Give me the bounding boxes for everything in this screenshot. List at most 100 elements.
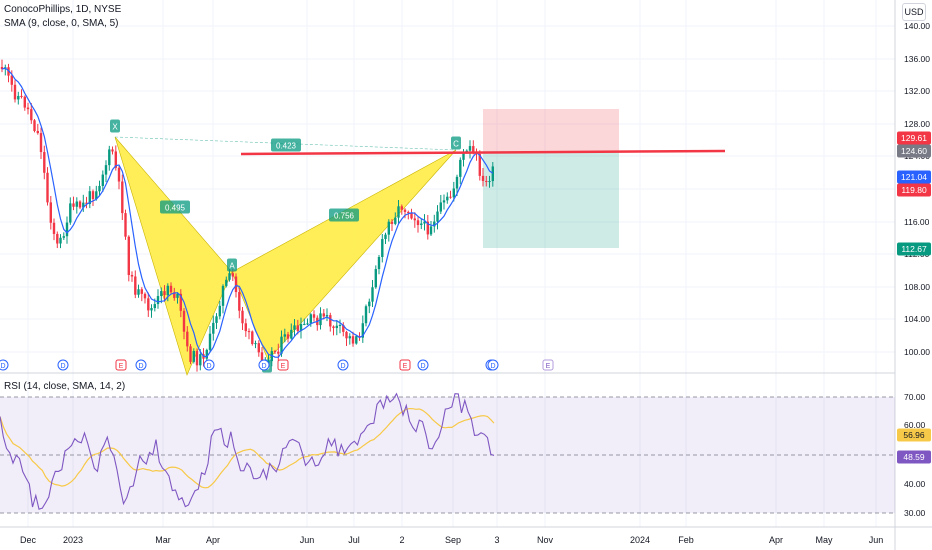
symbol-legend[interactable]: ConocoPhillips, 1D, NYSE	[4, 4, 122, 15]
earnings-marker[interactable]: E	[115, 359, 127, 371]
candle-body	[322, 313, 325, 317]
candle-body	[156, 296, 160, 305]
candle-body	[153, 304, 156, 309]
candle-body	[277, 351, 280, 354]
point-a-label: A	[227, 258, 237, 272]
resistance-line[interactable]	[240, 149, 726, 156]
currency-button[interactable]: USD	[902, 3, 926, 21]
earnings-marker[interactable]: E	[399, 359, 411, 371]
candle-body	[413, 218, 416, 221]
sma-legend[interactable]: SMA (9, close, 0, SMA, 5)	[4, 18, 119, 29]
candle-body	[173, 292, 176, 298]
candle-body	[78, 201, 82, 208]
candle-body	[46, 172, 49, 203]
dividend-marker[interactable]: D	[258, 359, 270, 371]
candle-body	[43, 152, 46, 173]
dividend-marker[interactable]: D	[0, 359, 9, 371]
dividend-marker[interactable]: D	[203, 359, 215, 371]
candle-body	[163, 291, 166, 296]
candle-body	[218, 305, 221, 317]
candle-body	[36, 130, 39, 134]
price-marker-bg	[897, 170, 931, 184]
price-axis[interactable]: 140.00136.00132.00128.00124.00120.00116.…	[897, 21, 931, 357]
rsi-marker-text: 48.59	[903, 452, 925, 462]
candle-body	[192, 350, 195, 362]
dividend-marker[interactable]: D	[135, 359, 147, 371]
candle-body	[426, 221, 429, 235]
candle-body	[179, 293, 182, 311]
price-marker: 121.04	[897, 170, 931, 184]
rsi-axis[interactable]: 70.00 60.00 40.00 30.00 56.96 48.59	[897, 392, 931, 518]
dividend-marker-text: D	[490, 363, 495, 370]
candle-body	[309, 314, 312, 324]
candle-body	[335, 325, 338, 329]
point-c-label: C	[451, 136, 461, 150]
time-axis[interactable]: Dec 2023 Mar Apr Jun Jul 2 Sep 3 Nov 2024 Feb Apr May…	[20, 535, 883, 545]
candle-body	[403, 209, 407, 212]
candle-body	[416, 220, 420, 226]
candle-body	[225, 279, 228, 286]
earnings-marker-box	[115, 359, 127, 371]
candle-body	[345, 331, 348, 339]
ratio-ab-label: 0.495	[160, 200, 190, 214]
candle-body	[111, 149, 114, 152]
earnings-marker[interactable]: E	[542, 359, 554, 371]
price-marker-bg	[897, 131, 931, 145]
candle-body	[101, 174, 104, 186]
candle-body	[260, 352, 264, 364]
candle-body	[296, 325, 299, 331]
candle-body	[124, 213, 127, 237]
candle-body	[329, 315, 332, 327]
candle-body	[468, 146, 472, 151]
rsi-legend[interactable]: RSI (14, close, SMA, 14, 2)	[4, 381, 126, 392]
candle-body	[273, 351, 277, 353]
dividend-marker-text: D	[206, 363, 211, 370]
candle-body	[446, 196, 449, 201]
candle-body	[95, 191, 98, 200]
candle-body	[208, 333, 212, 350]
candle-body	[182, 310, 186, 332]
candle-body	[82, 202, 85, 208]
time-tick-label: 2024	[630, 535, 650, 545]
rsi-ma-line	[0, 407, 495, 489]
candle-body	[452, 188, 455, 198]
candle-body	[130, 275, 134, 277]
candle-body	[325, 315, 329, 317]
candle-body	[17, 95, 20, 100]
price-tick-label: 100.00	[904, 347, 930, 357]
resistance-path	[240, 149, 726, 156]
time-tick-label: Apr	[769, 535, 783, 545]
candle-body	[176, 293, 179, 298]
dividend-marker-text: D	[261, 363, 266, 370]
price-marker: 124.60	[897, 144, 931, 158]
dividend-marker-text: D	[0, 363, 5, 370]
candle-body	[49, 202, 52, 223]
point-x-label: X	[110, 119, 120, 133]
time-tick-label: Dec	[20, 535, 37, 545]
price-marker-text: 129.61	[901, 133, 927, 143]
rsi-tick-label: 40.00	[904, 479, 926, 489]
candle-body	[234, 276, 238, 293]
candle-body	[332, 326, 335, 329]
dividend-marker[interactable]: D	[337, 359, 349, 371]
dividend-marker-circle	[258, 359, 270, 371]
candle-body	[215, 316, 218, 323]
candle-body	[186, 331, 189, 347]
candlestick-series	[0, 59, 494, 372]
earnings-marker[interactable]: E	[277, 359, 289, 371]
time-tick-label: Jun	[300, 535, 315, 545]
harmonic-pattern[interactable]	[114, 136, 457, 376]
candle-body	[299, 324, 303, 331]
rsi-marker: 48.59	[897, 450, 931, 464]
long-position-tool[interactable]	[483, 109, 619, 248]
price-tick-label: 136.00	[904, 54, 930, 64]
dividend-marker[interactable]: D	[417, 359, 429, 371]
ratio-bc-label-bg	[329, 208, 359, 222]
event-markers[interactable]: DDEDDDEDEDDDE	[0, 359, 554, 371]
candle-body	[429, 226, 433, 235]
candle-body	[491, 166, 494, 182]
dividend-marker[interactable]: D	[487, 359, 499, 371]
dividend-marker[interactable]: D	[57, 359, 69, 371]
time-tick-label: Feb	[678, 535, 694, 545]
